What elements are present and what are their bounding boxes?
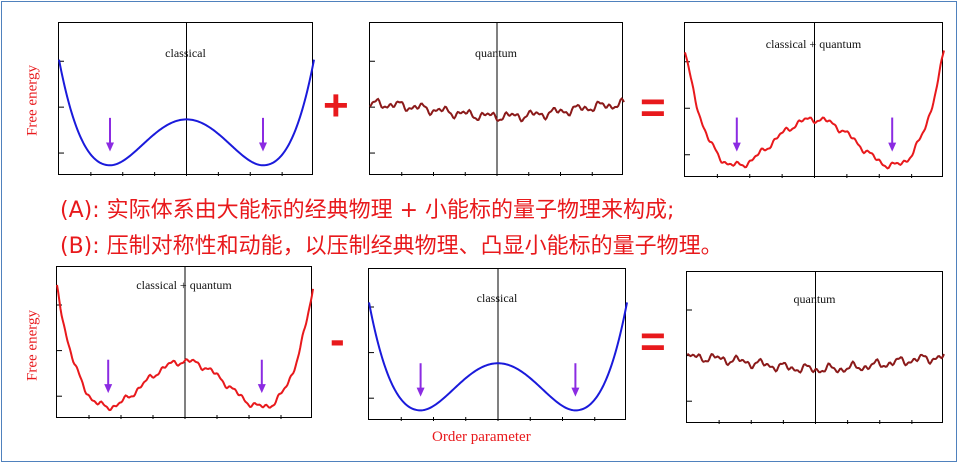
panel-top-quantum: quantum [369,22,625,176]
classical-curve [58,59,315,167]
plot-top-classical [58,23,315,176]
minimum-arrow-head [888,142,897,152]
plot-bottom-quantum [686,272,945,424]
minimum-arrow-head [104,384,113,394]
panel-top-sum: classical + quantum [684,22,945,178]
panel-top-classical: classical [58,22,315,176]
quantum-curve [686,352,945,374]
panel-title: classical + quantum [765,37,862,51]
plot-top-quantum [369,23,625,176]
quantum-curve [369,97,625,123]
y-axis-label-top: Free energy [24,65,41,136]
minimum-arrow-head [416,387,425,397]
minimum-arrow-head [106,142,114,152]
panel-title: quantum [793,292,836,306]
panel-title: quantum [475,46,517,60]
plot-top-sum [684,23,945,178]
panel-title: classical [165,46,206,60]
equals-operator: = [640,83,666,132]
equals-operator-bottom: = [640,317,666,366]
minimum-arrow-head [259,142,267,152]
minus-operator: - [330,315,345,364]
combined-curve [56,284,314,412]
minimum-arrow-head [732,142,741,152]
y-axis-label-bottom: Free energy [24,310,41,381]
panel-title: classical [476,291,518,305]
combined-curve [684,50,945,170]
panel-bottom-sum: classical + quantum [56,266,314,419]
text-line-b: (B): 压制对称性和动能，以压制经典物理、凸显小能标的量子物理。 [60,234,723,259]
plus-operator: + [323,81,349,130]
plot-bottom-sum [56,267,314,419]
plot-bottom-classical [368,269,628,421]
x-axis-label: Order parameter [432,429,531,445]
minimum-arrow-head [571,387,580,397]
panel-bottom-classical: classical [368,268,628,421]
text-line-a: (A): 实际体系由大能标的经典物理 + 小能标的量子物理来构成; [60,198,675,223]
panel-title: classical + quantum [136,278,232,292]
panel-bottom-quantum: quantum [686,271,945,424]
classical-curve [368,302,628,412]
minimum-arrow-head [257,384,266,394]
